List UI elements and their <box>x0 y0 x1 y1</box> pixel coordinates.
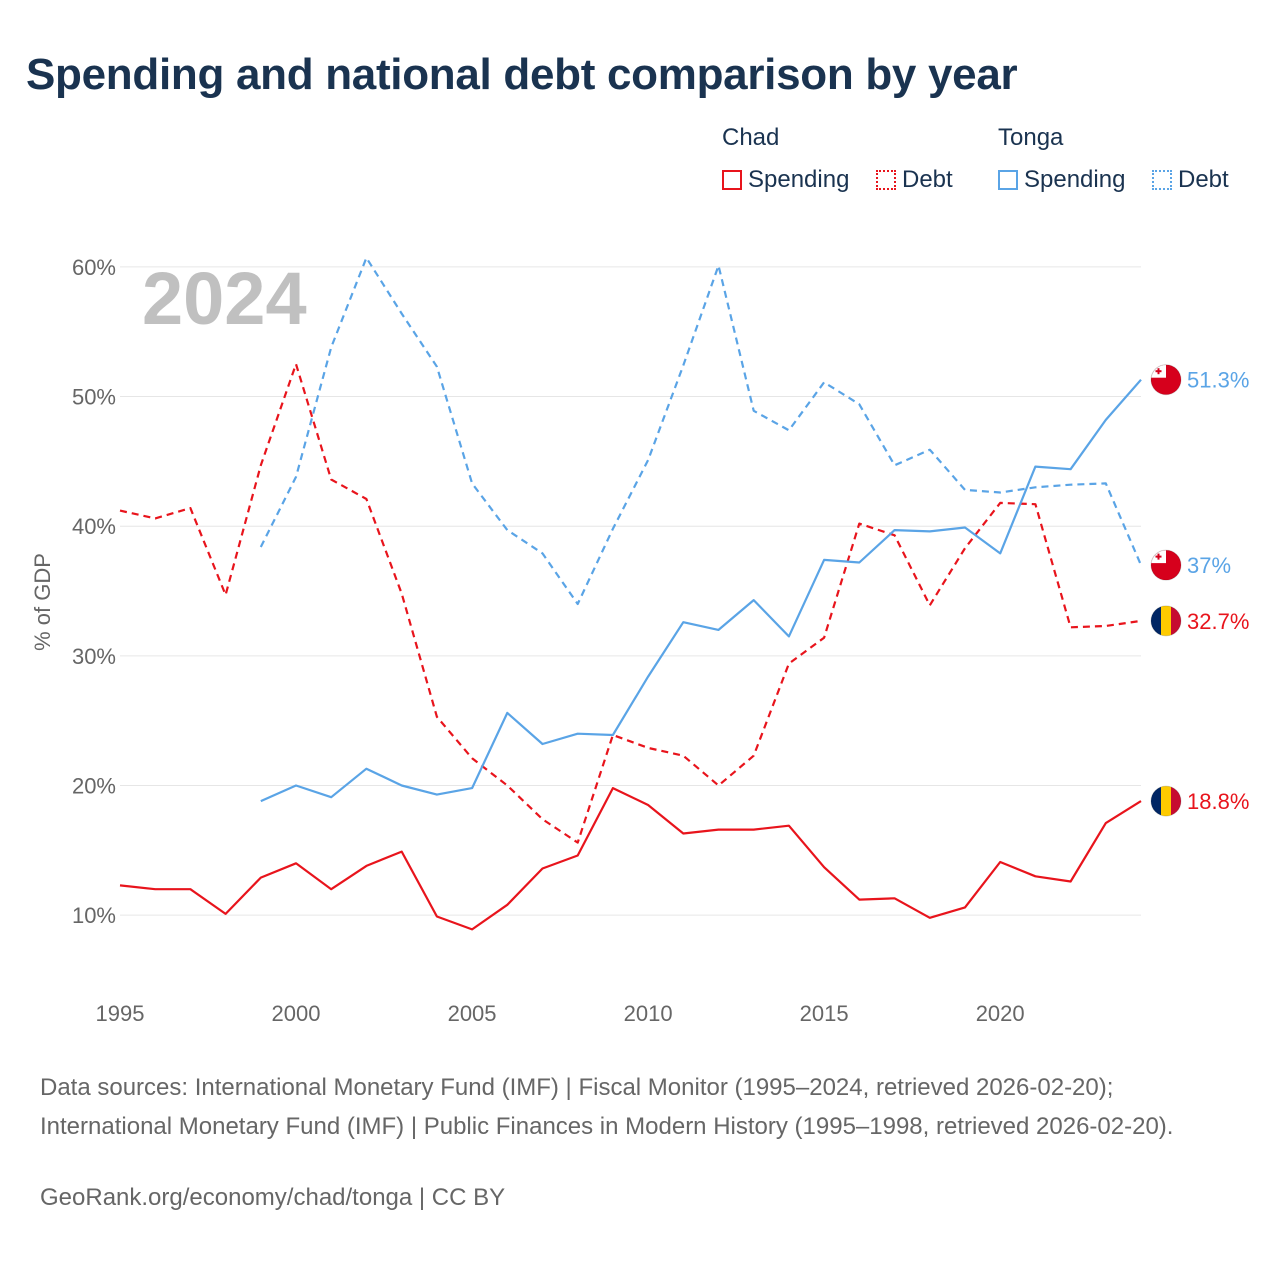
chad-flag-icon <box>1151 786 1181 816</box>
y-tick-label: 40% <box>72 514 116 539</box>
tonga-flag-icon <box>1151 550 1181 580</box>
y-tick-label: 20% <box>72 774 116 799</box>
x-tick-label: 2020 <box>976 1001 1025 1026</box>
series-lines <box>120 258 1141 930</box>
x-tick-label: 2010 <box>624 1001 673 1026</box>
chad-flag-icon <box>1151 606 1181 636</box>
grid-lines <box>120 267 1141 915</box>
series-line-tonga-debt[interactable] <box>261 258 1141 604</box>
y-axis-title: % of GDP <box>30 553 55 651</box>
y-tick-label: 10% <box>72 903 116 928</box>
series-line-tonga-spending[interactable] <box>261 380 1141 801</box>
tonga-flag-icon <box>1151 365 1181 395</box>
series-line-chad-spending[interactable] <box>120 788 1141 929</box>
end-label-chad-debt: 32.7% <box>1187 609 1249 634</box>
end-label-chad-spending: 18.8% <box>1187 789 1249 814</box>
year-watermark: 2024 <box>142 257 307 340</box>
x-tick-label: 2000 <box>272 1001 321 1026</box>
end-labels: 18.8% 32.7% 51.3% 37% <box>1151 365 1249 816</box>
x-tick-label: 2015 <box>800 1001 849 1026</box>
x-tick-label: 2005 <box>448 1001 497 1026</box>
y-tick-labels: 10% 20% 30% 40% 50% 60% <box>72 255 116 928</box>
series-line-chad-debt[interactable] <box>120 364 1141 842</box>
end-label-tonga-debt: 37% <box>1187 553 1231 578</box>
data-sources: Data sources: International Monetary Fun… <box>40 1068 1240 1146</box>
y-tick-label: 50% <box>72 385 116 410</box>
credit-link[interactable]: GeoRank.org/economy/chad/tonga | CC BY <box>40 1184 505 1212</box>
end-label-tonga-spending: 51.3% <box>1187 368 1249 393</box>
x-tick-label: 1995 <box>96 1001 145 1026</box>
chart-svg: 2024 % of GDP 10% 20% 30% 40% 50% 60% 1995 200… <box>0 0 1280 1060</box>
y-tick-label: 60% <box>72 255 116 280</box>
y-tick-label: 30% <box>72 644 116 669</box>
x-tick-labels: 1995 2000 2005 2010 2015 2020 <box>96 1001 1025 1026</box>
